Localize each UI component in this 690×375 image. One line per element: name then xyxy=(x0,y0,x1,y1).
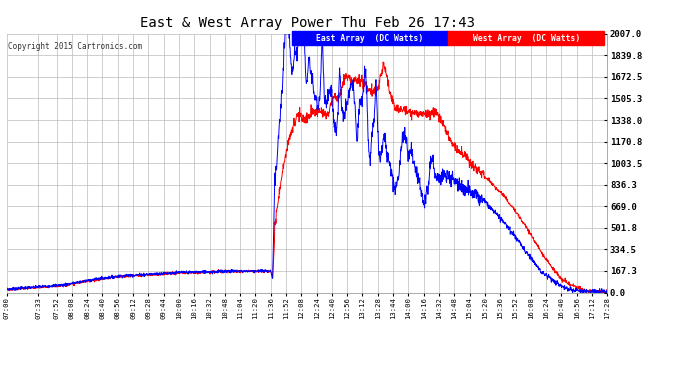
Text: Copyright 2015 Cartronics.com: Copyright 2015 Cartronics.com xyxy=(8,42,142,51)
Title: East & West Array Power Thu Feb 26 17:43: East & West Array Power Thu Feb 26 17:43 xyxy=(139,16,475,30)
